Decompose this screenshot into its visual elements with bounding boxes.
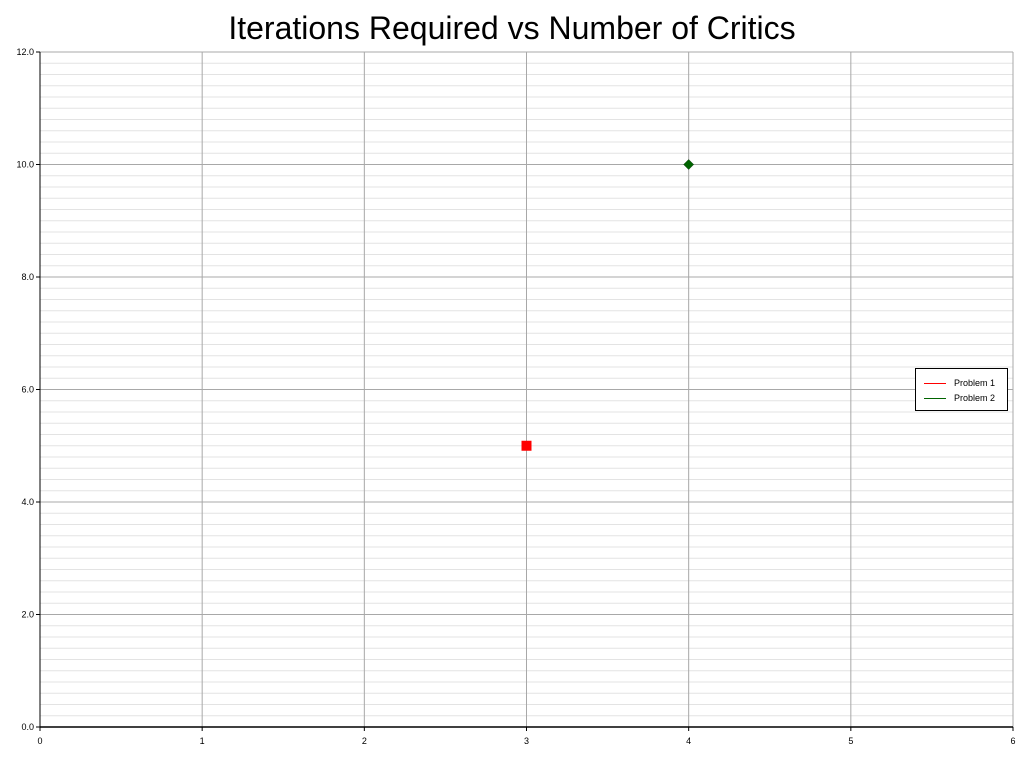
y-tick-label: 0.0 [21,722,34,732]
y-tick-label: 10.0 [16,160,34,170]
legend-label-problem-2: Problem 2 [954,393,996,403]
data-point-series-1 [521,440,532,451]
chart-title: Iterations Required vs Number of Critics [228,10,796,46]
y-tick-label: 8.0 [21,272,34,282]
y-tick-label: 6.0 [21,385,34,395]
x-tick-label: 2 [362,736,367,746]
x-tick-label: 4 [686,736,691,746]
legend-label-problem-1: Problem 1 [954,378,996,388]
x-tick-label: 0 [37,736,42,746]
x-tick-label: 5 [848,736,853,746]
y-tick-label: 4.0 [21,497,34,507]
y-tick-label: 2.0 [21,610,34,620]
y-tick-label: 12.0 [16,47,34,57]
x-tick-label: 3 [524,736,529,746]
legend-item-problem-1: Problem 1 [924,376,995,390]
legend: Problem 1 Problem 2 [915,368,1008,411]
legend-swatch-problem-2 [924,397,946,399]
legend-item-problem-2: Problem 2 [924,391,995,405]
legend-swatch-problem-1 [924,382,946,384]
data-point-series-2 [683,159,695,170]
x-tick-label: 1 [200,736,205,746]
x-tick-label: 6 [1010,736,1015,746]
